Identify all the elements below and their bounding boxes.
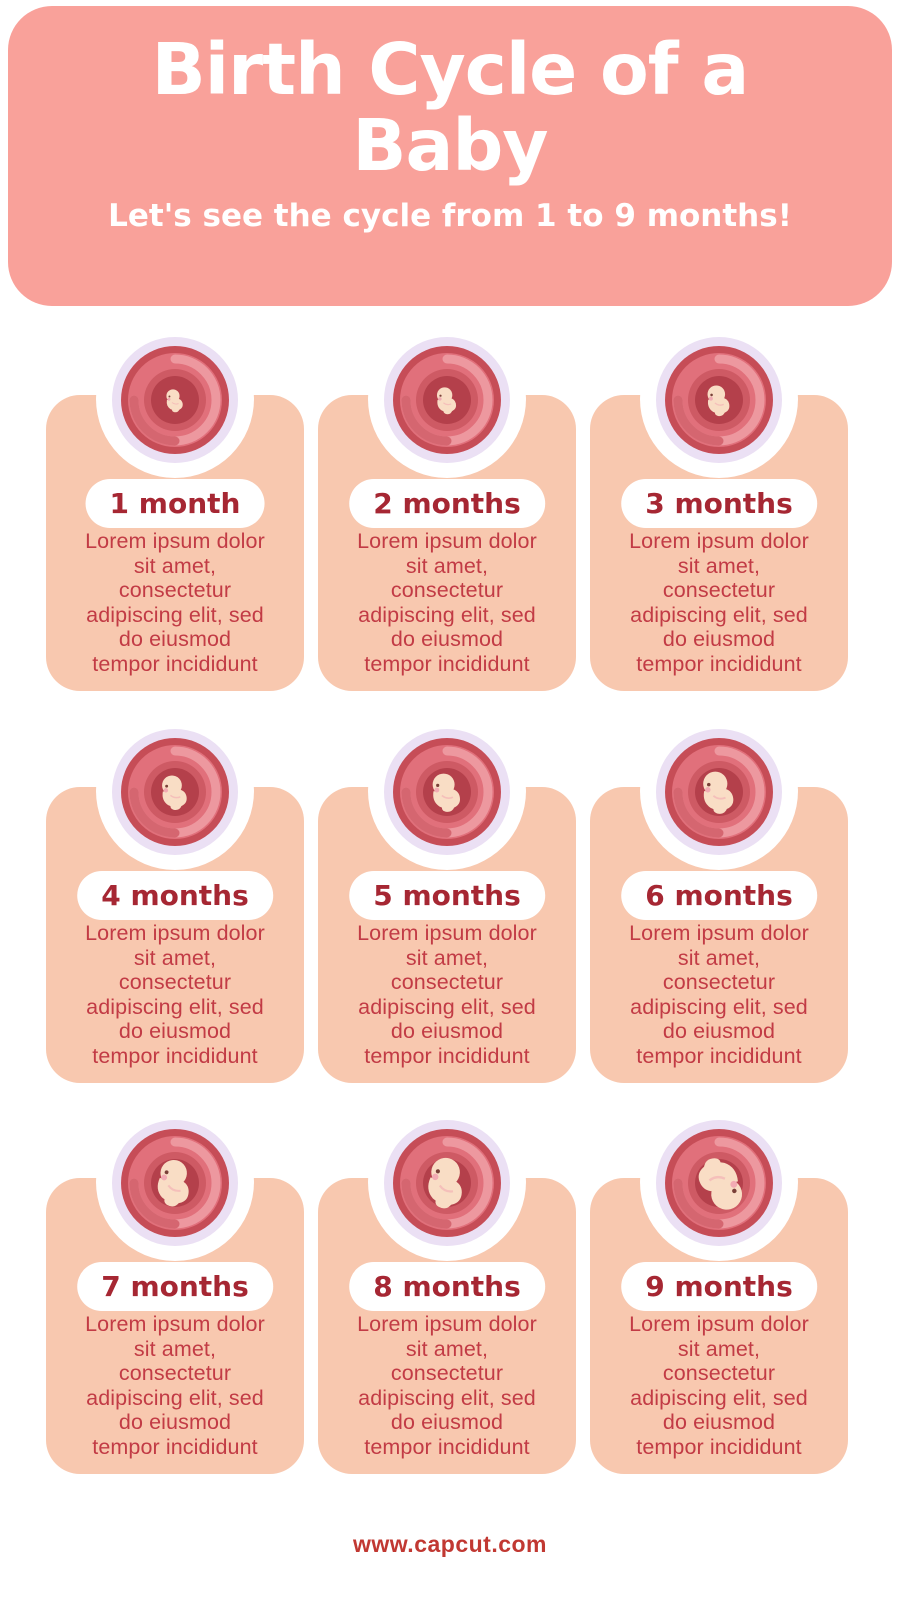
card-description: Lorem ipsum dolor sit amet, consectetur … [85, 1312, 265, 1459]
month-card-4: 4 months Lorem ipsum dolor sit amet, con… [46, 712, 304, 1085]
month-pill: 7 months [77, 1262, 273, 1311]
card-description: Lorem ipsum dolor sit amet, consectetur … [629, 1312, 809, 1459]
month-card-9: 9 months Lorem ipsum dolor sit amet, con… [590, 1103, 848, 1476]
month-label: 4 months [101, 879, 249, 912]
card-description: Lorem ipsum dolor sit amet, consectetur … [85, 529, 265, 676]
month-card-2: 2 months Lorem ipsum dolor sit amet, con… [318, 320, 576, 693]
page-title: Birth Cycle of a Baby [151, 28, 750, 187]
month-pill: 6 months [621, 871, 817, 920]
month-card-6: 6 months Lorem ipsum dolor sit amet, con… [590, 712, 848, 1085]
month-card-8: 8 months Lorem ipsum dolor sit amet, con… [318, 1103, 576, 1476]
fetus-month5-icon [384, 729, 510, 855]
card-description: Lorem ipsum dolor sit amet, consectetur … [629, 529, 809, 676]
footer: www.capcut.com [0, 1531, 900, 1558]
fetus-month3-icon [656, 337, 782, 463]
fetus-month9-icon [656, 1120, 782, 1246]
page-subtitle: Let's see the cycle from 1 to 9 months! [108, 197, 792, 234]
fetus-month4-icon [112, 729, 238, 855]
footer-url[interactable]: www.capcut.com [352, 1531, 548, 1557]
fetus-month8-icon [384, 1120, 510, 1246]
fetus-month6-icon [656, 729, 782, 855]
card-description: Lorem ipsum dolor sit amet, consectetur … [85, 921, 265, 1068]
header-banner: Birth Cycle of a Baby Let's see the cycl… [8, 6, 892, 306]
month-label: 8 months [373, 1270, 521, 1303]
month-label: 3 months [645, 487, 793, 520]
card-description: Lorem ipsum dolor sit amet, consectetur … [629, 921, 809, 1068]
month-card-1: 1 month Lorem ipsum dolor sit amet, cons… [46, 320, 304, 693]
fetus-month7-icon [112, 1120, 238, 1246]
card-description: Lorem ipsum dolor sit amet, consectetur … [357, 529, 537, 676]
month-label: 6 months [645, 879, 793, 912]
month-label: 2 months [373, 487, 521, 520]
fetus-month1-icon [112, 337, 238, 463]
month-pill: 1 month [85, 479, 265, 528]
card-description: Lorem ipsum dolor sit amet, consectetur … [357, 1312, 537, 1459]
month-label: 7 months [101, 1270, 249, 1303]
month-pill: 9 months [621, 1262, 817, 1311]
month-card-3: 3 months Lorem ipsum dolor sit amet, con… [590, 320, 848, 693]
month-pill: 2 months [349, 479, 545, 528]
month-label: 1 month [109, 487, 241, 520]
month-pill: 4 months [77, 871, 273, 920]
month-card-7: 7 months Lorem ipsum dolor sit amet, con… [46, 1103, 304, 1476]
month-card-5: 5 months Lorem ipsum dolor sit amet, con… [318, 712, 576, 1085]
fetus-month2-icon [384, 337, 510, 463]
month-pill: 8 months [349, 1262, 545, 1311]
month-pill: 3 months [621, 479, 817, 528]
month-pill: 5 months [349, 871, 545, 920]
card-description: Lorem ipsum dolor sit amet, consectetur … [357, 921, 537, 1068]
month-label: 9 months [645, 1270, 793, 1303]
month-label: 5 months [373, 879, 521, 912]
